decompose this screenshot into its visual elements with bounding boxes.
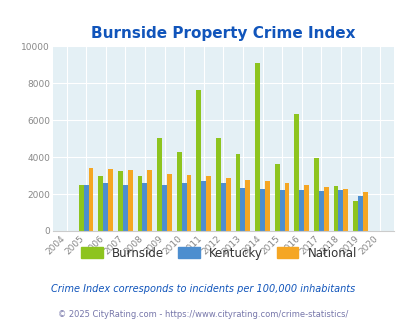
Bar — [79, 185, 83, 231]
Text: Crime Index corresponds to incidents per 100,000 inhabitants: Crime Index corresponds to incidents per… — [51, 284, 354, 294]
Bar — [352, 201, 357, 231]
Bar — [343, 189, 347, 231]
Bar — [142, 183, 147, 231]
Bar — [245, 180, 249, 231]
Bar — [196, 90, 201, 231]
Bar — [357, 196, 362, 231]
Bar — [166, 174, 171, 231]
Bar — [215, 138, 220, 231]
Bar — [284, 183, 289, 231]
Bar — [274, 164, 279, 231]
Bar — [201, 181, 206, 231]
Bar — [98, 176, 103, 231]
Bar — [162, 185, 166, 231]
Bar — [260, 189, 264, 231]
Bar — [118, 171, 123, 231]
Bar — [103, 183, 108, 231]
Bar — [333, 186, 338, 231]
Bar — [123, 185, 128, 231]
Bar — [298, 190, 303, 231]
Bar — [235, 154, 240, 231]
Bar — [279, 190, 284, 231]
Title: Burnside Property Crime Index: Burnside Property Crime Index — [91, 26, 355, 41]
Bar — [88, 168, 93, 231]
Bar — [83, 185, 88, 231]
Bar — [338, 190, 343, 231]
Bar — [313, 158, 318, 231]
Bar — [186, 175, 191, 231]
Legend: Burnside, Kentucky, National: Burnside, Kentucky, National — [81, 247, 356, 260]
Text: © 2025 CityRating.com - https://www.cityrating.com/crime-statistics/: © 2025 CityRating.com - https://www.city… — [58, 310, 347, 319]
Bar — [264, 181, 269, 231]
Bar — [176, 151, 181, 231]
Bar — [240, 187, 245, 231]
Bar — [206, 177, 211, 231]
Bar — [157, 138, 162, 231]
Bar — [225, 178, 230, 231]
Bar — [108, 169, 113, 231]
Bar — [147, 170, 152, 231]
Bar — [128, 170, 132, 231]
Bar — [254, 63, 260, 231]
Bar — [137, 176, 142, 231]
Bar — [294, 114, 298, 231]
Bar — [362, 192, 367, 231]
Bar — [323, 187, 328, 231]
Bar — [220, 183, 225, 231]
Bar — [181, 183, 186, 231]
Bar — [303, 185, 308, 231]
Bar — [318, 191, 323, 231]
